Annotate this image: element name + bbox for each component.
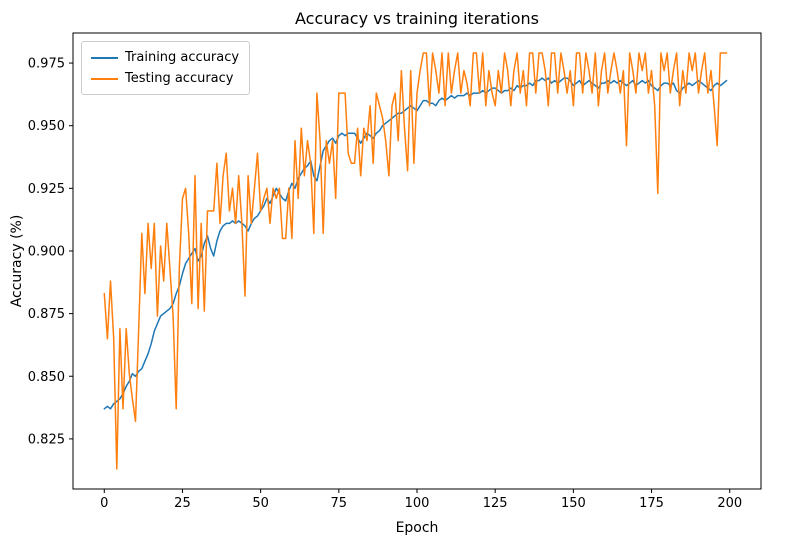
legend: Training accuracy Testing accuracy <box>81 41 251 95</box>
series-line-training <box>103 77 728 410</box>
x-tick-label: 50 <box>252 496 269 511</box>
legend-item-training: Training accuracy <box>91 47 239 68</box>
x-tick-label: 175 <box>639 496 664 511</box>
y-tick-label: 0.900 <box>28 244 65 259</box>
x-tick-label: 125 <box>483 496 508 511</box>
legend-label-training: Training accuracy <box>125 50 240 65</box>
y-tick-label: 0.925 <box>28 182 65 197</box>
x-tick-label: 100 <box>405 496 430 511</box>
chart-title: Accuracy vs training iterations <box>294 9 540 28</box>
x-tick-label: 25 <box>174 496 191 511</box>
x-tick-label: 0 <box>100 496 108 511</box>
legend-line-training-swatch <box>91 56 118 59</box>
legend-item-testing: Testing accuracy <box>91 68 239 89</box>
y-tick-label: 0.950 <box>28 119 65 134</box>
x-axis-label: Epoch <box>395 520 439 536</box>
x-tick-label: 150 <box>561 496 586 511</box>
y-tick-label: 0.875 <box>28 307 65 322</box>
x-tick-label: 200 <box>717 496 742 511</box>
y-tick-label: 0.850 <box>28 370 65 385</box>
y-tick-label: 0.975 <box>28 57 65 72</box>
legend-line-testing-swatch <box>91 77 118 80</box>
legend-label-testing: Testing accuracy <box>125 71 234 86</box>
x-tick-label: 75 <box>331 496 348 511</box>
y-axis-label: Accuracy (%) <box>9 214 25 308</box>
y-tick-label: 0.825 <box>28 432 65 447</box>
series-line-testing <box>103 52 728 470</box>
